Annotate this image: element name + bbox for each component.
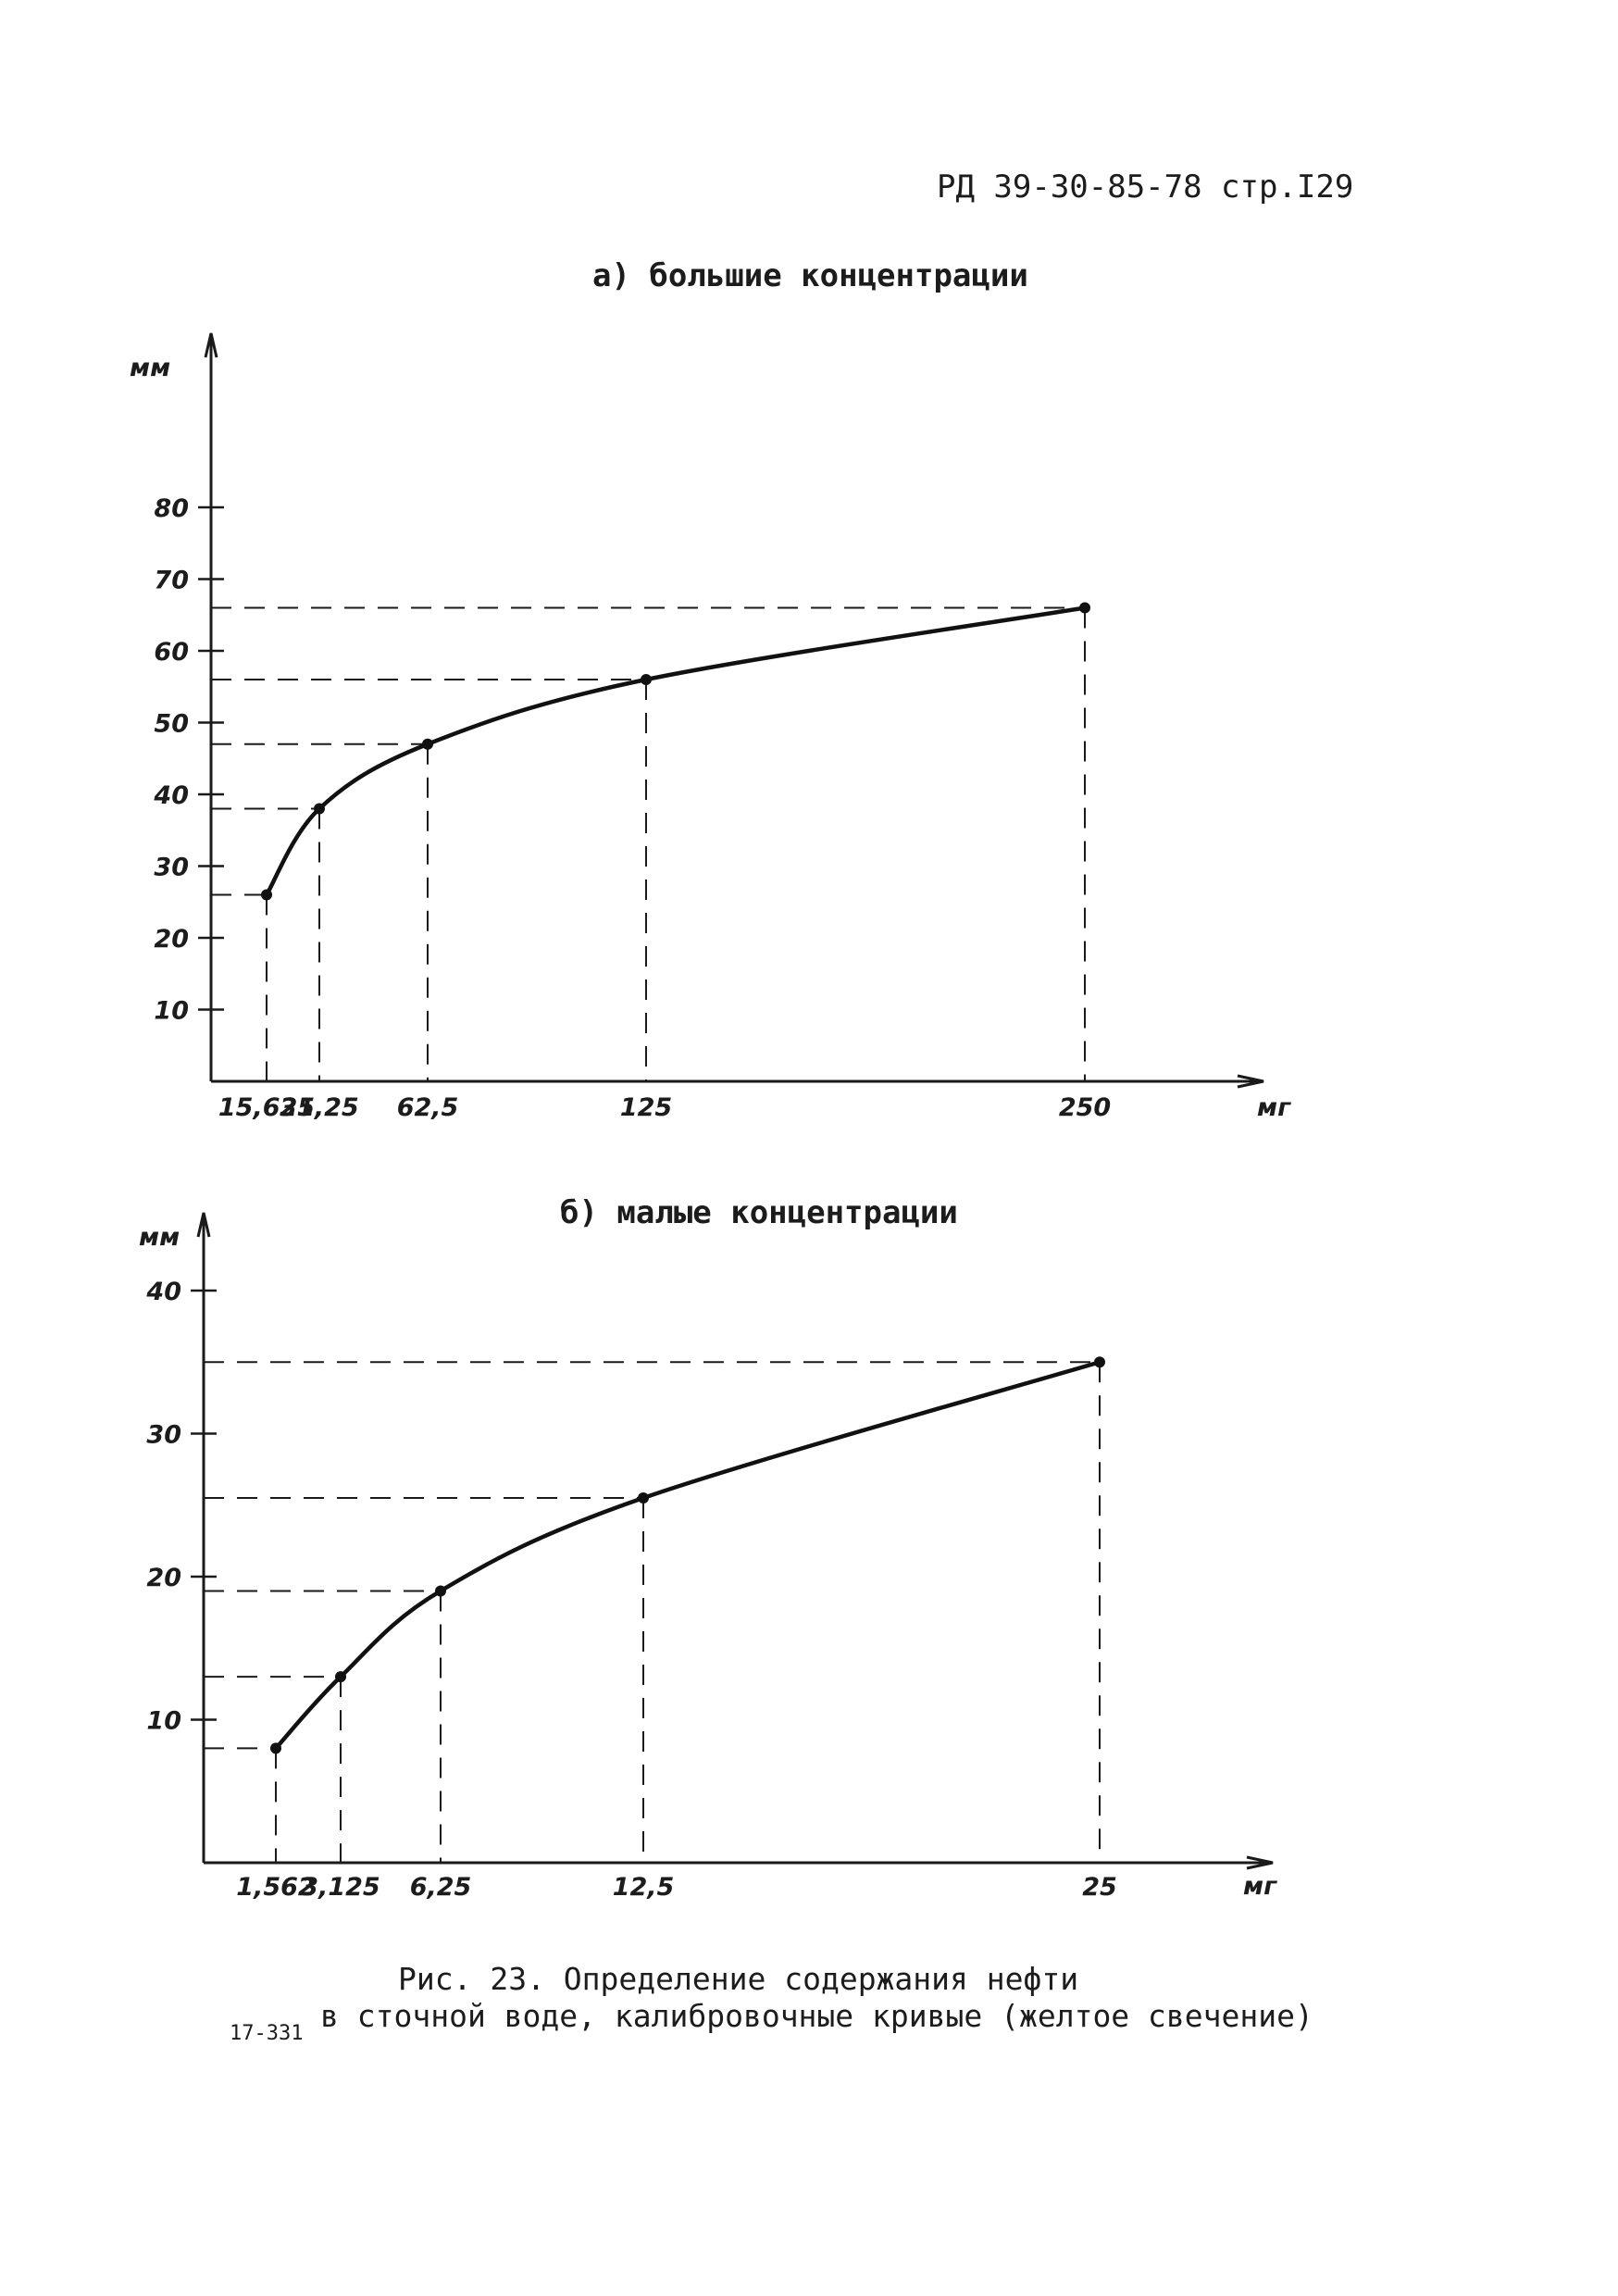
chart-b-data-point [270, 1742, 281, 1754]
chart-a-data-point [641, 674, 652, 685]
chart-a-x-tick-label: 62,5 [397, 1093, 459, 1122]
chart-b-data-point [1094, 1356, 1105, 1368]
chart-b-y-axis-unit: мм [139, 1223, 180, 1252]
chart-a-y-tick-label: 50 [154, 710, 189, 739]
chart-b-y-tick-label: 20 [146, 1564, 181, 1592]
chart-a-y-tick-label: 80 [154, 494, 189, 523]
chart-b-data-point [335, 1671, 346, 1683]
chart-b-x-axis-arrow [1246, 1855, 1274, 1870]
chart-b-data-point [435, 1585, 446, 1597]
chart-b-y-axis-arrow [196, 1212, 211, 1238]
chart-a-data-point [1079, 602, 1090, 614]
chart-b-x-tick-label: 12,5 [613, 1873, 675, 1902]
chart-a-y-axis-arrow [204, 332, 218, 358]
page-header: РД 39-30-85-78 стр.I29 [937, 168, 1354, 206]
figure-caption-line-2: в сточной воде, калибровочные кривые (же… [320, 1998, 1313, 2034]
figure-caption-line-1: Рис. 23. Определение содержания нефти [398, 1961, 1079, 1997]
chart-a-y-tick-label: 10 [154, 997, 189, 1026]
chart-b-y-tick-label: 30 [146, 1421, 181, 1450]
chart-a-x-tick-label: 125 [620, 1093, 672, 1122]
chart-a-x-axis-unit: мг [1257, 1093, 1291, 1122]
chart-b-title: б) малые концентрации [560, 1194, 958, 1231]
chart-b-y-tick-label: 10 [146, 1707, 181, 1736]
chart-b-x-tick-label: 3,125 [301, 1873, 380, 1902]
chart-a-data-point [314, 803, 325, 815]
chart-a-title: а) большие концентрации [592, 257, 1028, 294]
chart-b-calibration-curve [273, 1360, 1102, 1751]
chart-a-y-tick-label: 60 [154, 638, 189, 667]
document-code: 17-331 [230, 2022, 304, 2045]
chart-a-data-point [261, 889, 272, 901]
chart-a-y-axis-unit: мм [130, 354, 170, 382]
chart-a-data-point [422, 738, 433, 750]
chart-a-y-tick-label: 70 [154, 567, 189, 595]
chart-b-data-point [638, 1492, 649, 1504]
chart-a-y-tick-label: 20 [154, 925, 189, 954]
chart-a-x-tick-label: 250 [1059, 1093, 1111, 1122]
chart-b-x-axis-unit: мг [1243, 1872, 1277, 1901]
chart-a-y-tick-label: 40 [153, 781, 189, 810]
chart-a-x-tick-label: 15,625 [218, 1093, 315, 1122]
chart-b-x-tick-label: 1,562 [236, 1873, 315, 1902]
chart-b-x-tick-label: 6,25 [410, 1873, 472, 1902]
chart-b-x-tick-label: 25 [1082, 1873, 1117, 1902]
chart-b-y-tick-label: 40 [145, 1278, 181, 1306]
chart-a-y-tick-label: 30 [154, 854, 189, 882]
chart-a-x-axis-arrow [1237, 1074, 1264, 1089]
chart-a-x-tick-label: 31,25 [280, 1093, 358, 1122]
